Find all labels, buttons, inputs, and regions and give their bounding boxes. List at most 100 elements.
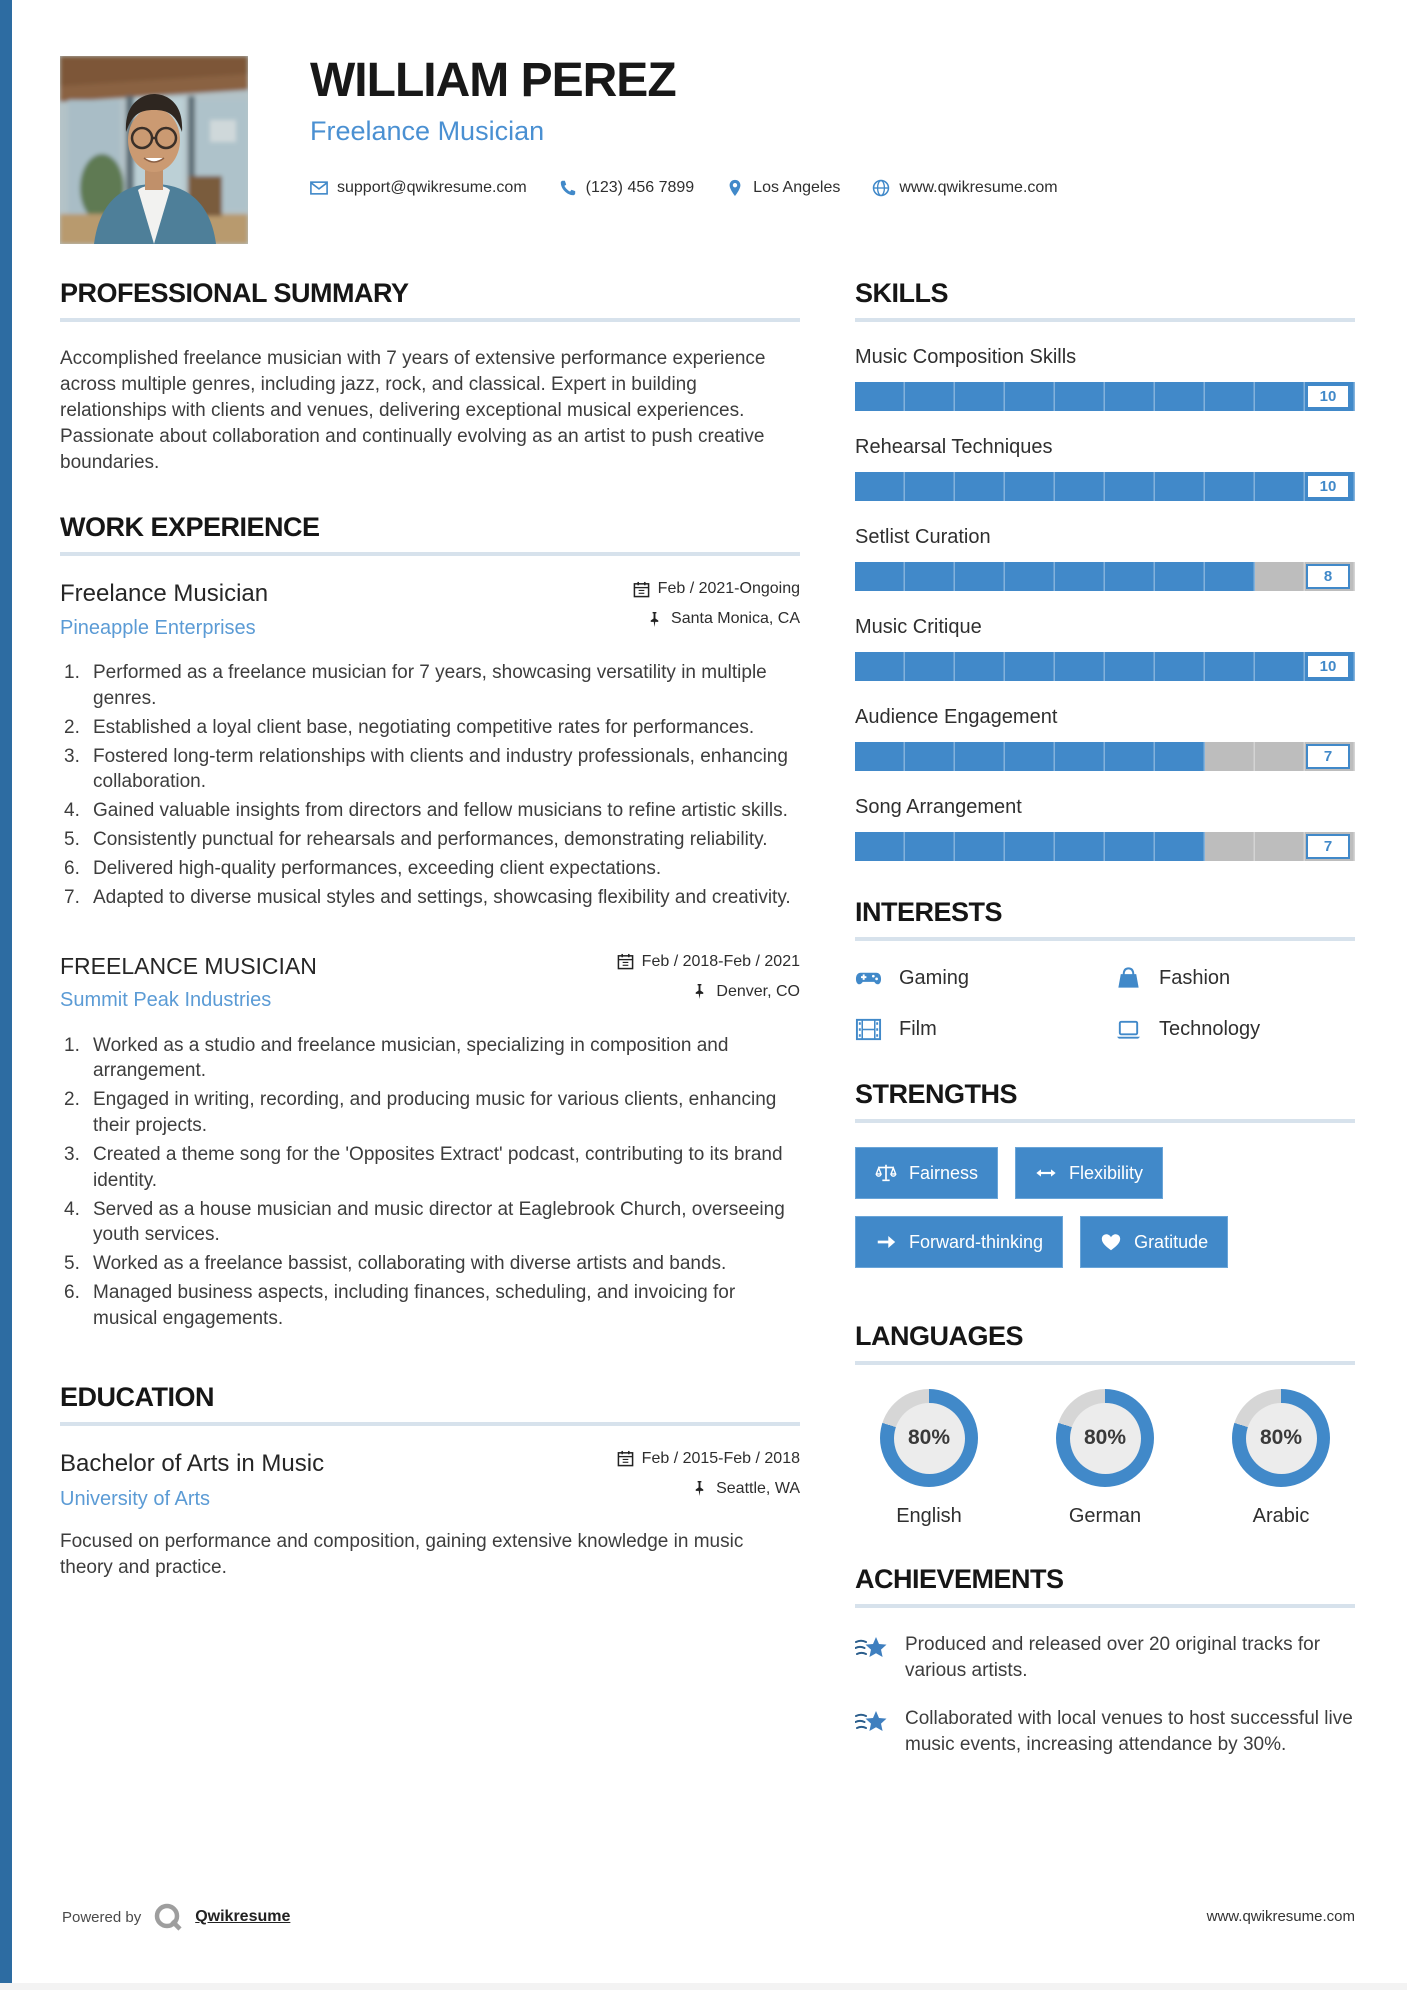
skill-name: Rehearsal Techniques [855,436,1053,458]
job-company-link[interactable]: Pineapple Enterprises [60,617,256,640]
footer-website[interactable]: www.qwikresume.com [1206,1908,1355,1925]
section-interests: INTERESTS Gaming [855,897,1355,1043]
contact-location: Los Angeles [726,179,840,197]
section-languages: LANGUAGES 80% English 80% German [855,1321,1355,1528]
skill-row: Music Composition Skills 10 [855,346,1355,411]
skill-score-badge: 7 [1306,744,1350,769]
achievement-item: Produced and released over 20 original t… [855,1632,1355,1684]
contact-website[interactable]: www.qwikresume.com [872,179,1058,197]
language-donut: 80% [1232,1389,1330,1487]
language-item: 80% German [1045,1389,1165,1528]
interest-label: Fashion [1159,967,1231,989]
section-rule [60,1421,800,1426]
skill-bar-fill [855,652,1355,681]
contact-row: support@qwikresume.com (123) 456 7899 Lo… [310,179,1350,197]
skill-bar: 7 [855,742,1355,771]
job-bullet: Worked as a freelance bassist, collabora… [64,1251,727,1277]
skill-bar: 10 [855,382,1355,411]
interest-item: Gaming [855,965,1095,992]
skill-bar-fill [855,742,1205,771]
calendar-icon [633,581,650,597]
languages-heading: LANGUAGES [855,1321,1024,1351]
calendar-icon [617,1451,634,1467]
interests-heading: INTERESTS [855,897,1003,927]
job-entry: FREELANCE MUSICIAN Summit Peak Industrie… [60,953,800,1332]
job-bullet: Consistently punctual for rehearsals and… [64,827,768,853]
skill-score-badge: 7 [1306,834,1350,859]
gamepad-icon [855,972,882,985]
language-name: English [896,1505,962,1527]
skill-name: Setlist Curation [855,526,991,548]
skill-score-badge: 10 [1306,384,1350,409]
skill-bar: 7 [855,832,1355,861]
achievement-text: Produced and released over 20 original t… [905,1634,1321,1682]
job-bullet: Established a loyal client base, negotia… [64,715,755,741]
language-donut: 80% [880,1389,978,1487]
education-location: Seattle, WA [716,1479,800,1497]
strength-label: Fairness [909,1162,979,1183]
achievements-heading: ACHIEVEMENTS [855,1564,1064,1594]
envelope-icon [310,181,328,196]
summary-heading: PROFESSIONAL SUMMARY [60,278,409,308]
skill-name: Song Arrangement [855,796,1022,818]
skill-row: Setlist Curation 8 [855,526,1355,591]
interest-item: Technology [1115,1016,1355,1043]
job-dates: Feb / 2021-Ongoing [657,580,800,598]
candidate-title: Freelance Musician [310,116,545,147]
phone-icon [560,181,575,196]
location-text: Los Angeles [753,179,841,197]
strength-label: Forward-thinking [909,1231,1044,1252]
achievement-text: Collaborated with local venues to host s… [905,1708,1353,1756]
powered-by-label: Powered by [62,1908,142,1926]
contact-phone[interactable]: (123) 456 7899 [559,179,694,197]
page-edge-accent [0,0,12,1990]
job-title: FREELANCE MUSICIAN [60,952,317,979]
language-item: 80% Arabic [1221,1389,1341,1528]
skill-row: Song Arrangement 7 [855,796,1355,861]
qwikresume-brand-link[interactable]: Qwikresume [195,1908,291,1925]
skill-name: Music Critique [855,616,982,638]
skill-row: Audience Engagement 7 [855,706,1355,771]
push-pin-icon [650,611,659,627]
section-professional-summary: PROFESSIONAL SUMMARY Accomplished freela… [60,278,800,476]
section-achievements: ACHIEVEMENTS Produced and released over … [855,1564,1355,1758]
interest-label: Technology [1159,1018,1261,1040]
page-bottom-strip [0,1983,1407,1990]
scales-icon [875,1164,897,1182]
job-dates: Feb / 2018-Feb / 2021 [641,952,800,970]
education-school-link[interactable]: University of Arts [60,1487,211,1510]
right-column: SKILLS Music Composition Skills 10 Rehea… [855,278,1355,1780]
website-text: www.qwikresume.com [899,179,1058,197]
email-text: support@qwikresume.com [337,179,527,197]
contact-email[interactable]: support@qwikresume.com [310,179,527,197]
job-bullet: Adapted to diverse musical styles and se… [64,885,791,911]
section-education: EDUCATION Bachelor of Arts in Music Univ… [60,1382,800,1581]
job-company-link[interactable]: Summit Peak Industries [60,988,272,1011]
strength-badge: Fairness [855,1147,999,1199]
map-pin-icon [729,180,741,197]
film-icon [855,1018,882,1041]
education-degree: Bachelor of Arts in Music [60,1449,325,1477]
skill-bar-fill [855,472,1355,501]
handbag-icon [1118,967,1139,988]
skill-score-badge: 8 [1306,564,1350,589]
job-location: Denver, CO [716,982,800,1000]
section-rule [855,318,1355,322]
skill-bar-fill [855,382,1355,411]
skill-bar: 10 [855,472,1355,501]
heart-icon [1101,1234,1121,1251]
section-work-experience: WORK EXPERIENCE Freelance Musician Pinea… [60,512,800,1332]
strengths-heading: STRENGTHS [855,1079,1018,1109]
job-bullet: Worked as a studio and freelance musicia… [64,1033,729,1082]
summary-text: Accomplished freelance musician with 7 y… [60,348,766,474]
calendar-icon [617,953,634,970]
section-rule [855,1361,1355,1365]
interest-label: Gaming [899,967,970,989]
shooting-star-icon [855,1711,887,1732]
skill-name: Music Composition Skills [855,346,1077,368]
globe-icon [873,180,890,197]
job-bullet: Fostered long-term relationships with cl… [64,744,788,793]
left-right-arrow-icon [1036,1169,1056,1177]
skills-heading: SKILLS [855,278,949,308]
